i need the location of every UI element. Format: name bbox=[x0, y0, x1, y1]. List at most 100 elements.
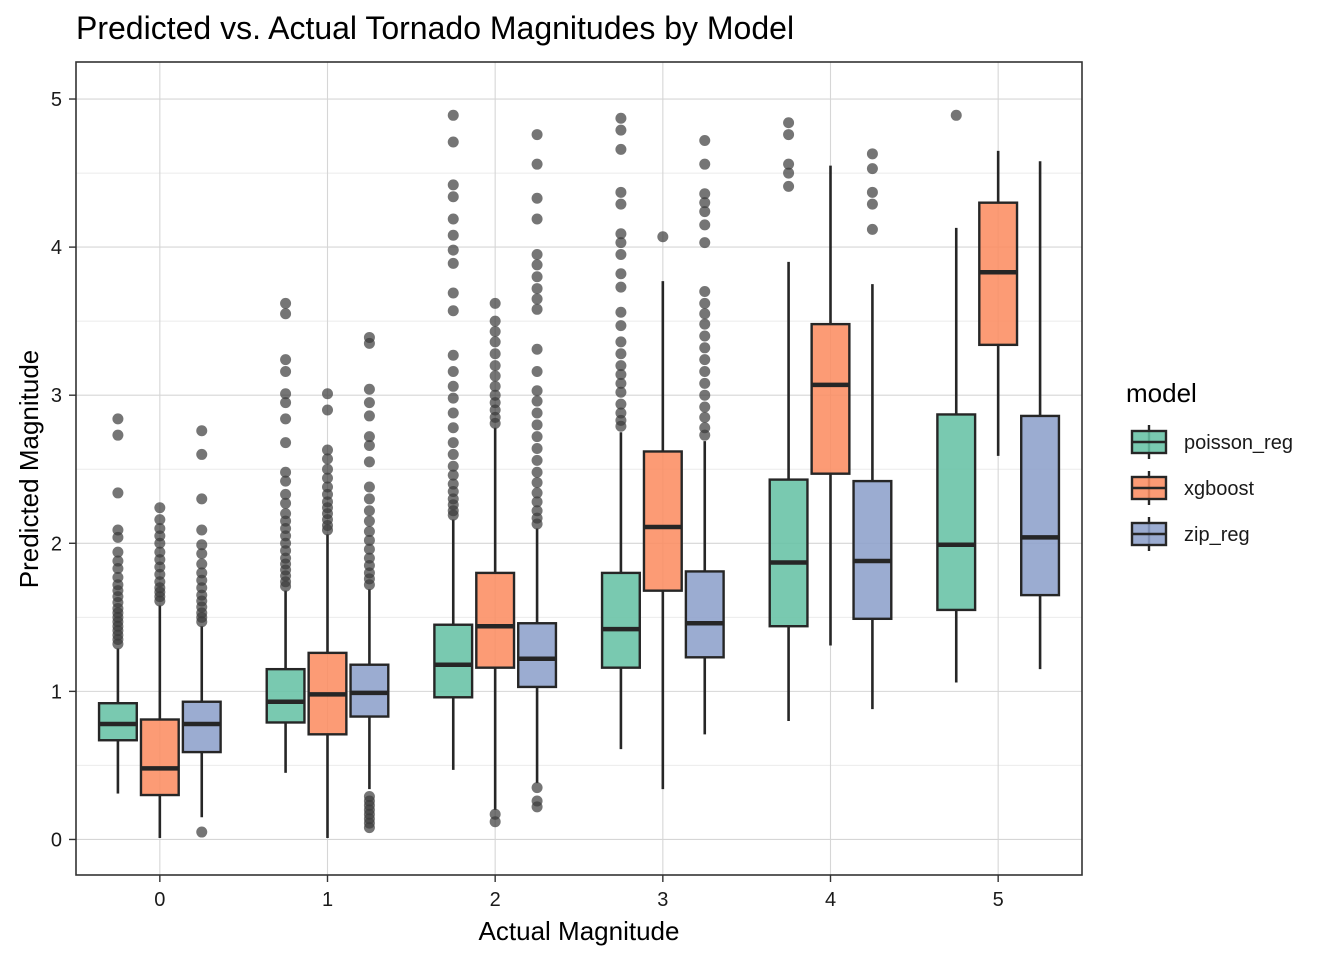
outlier-point bbox=[447, 366, 459, 378]
outlier-point bbox=[363, 397, 375, 409]
outlier-point bbox=[112, 429, 124, 441]
outlier-point bbox=[699, 330, 711, 342]
box-body bbox=[852, 479, 893, 621]
box-body bbox=[433, 623, 474, 699]
outlier-point bbox=[699, 422, 711, 434]
outlier-point bbox=[615, 268, 627, 280]
outlier-point bbox=[866, 148, 878, 160]
outlier-point bbox=[531, 477, 543, 489]
outlier-point bbox=[280, 397, 292, 409]
outlier-point bbox=[363, 525, 375, 537]
outlier-point bbox=[699, 401, 711, 413]
grid-layer bbox=[76, 62, 1082, 875]
box-poisson_reg-mag-4 bbox=[768, 117, 809, 721]
outlier-point bbox=[196, 558, 208, 570]
outlier-point bbox=[699, 158, 711, 170]
outlier-point bbox=[783, 180, 795, 192]
outlier-point bbox=[699, 411, 711, 423]
outlier-point bbox=[196, 493, 208, 505]
outlier-point bbox=[950, 109, 962, 121]
outlier-point bbox=[699, 342, 711, 354]
outlier-point bbox=[280, 497, 292, 509]
outlier-point bbox=[112, 546, 124, 558]
outlier-point bbox=[154, 514, 166, 526]
panel-border bbox=[75, 61, 1083, 876]
y-tick-label: 3 bbox=[51, 385, 62, 407]
outlier-point bbox=[280, 437, 292, 449]
box-zip_reg-mag-3 bbox=[684, 134, 725, 735]
outlier-point bbox=[112, 524, 124, 536]
outlier-point bbox=[615, 398, 627, 410]
box-layer bbox=[97, 109, 1061, 838]
outlier-point bbox=[531, 366, 543, 378]
outlier-point bbox=[196, 448, 208, 460]
box-xgboost-mag-0 bbox=[139, 502, 180, 838]
outlier-point bbox=[699, 377, 711, 389]
box-zip_reg-mag-1 bbox=[349, 331, 390, 834]
outlier-point bbox=[866, 223, 878, 235]
box-body bbox=[684, 570, 725, 659]
outlier-point bbox=[196, 826, 208, 838]
outlier-point bbox=[699, 389, 711, 401]
outlier-point bbox=[699, 206, 711, 218]
outlier-point bbox=[447, 349, 459, 361]
outlier-point bbox=[196, 524, 208, 536]
outlier-point bbox=[531, 487, 543, 499]
outlier-point bbox=[322, 463, 333, 475]
outlier-point bbox=[322, 472, 333, 484]
legend-title: model bbox=[1126, 378, 1197, 408]
outlier-point bbox=[447, 191, 459, 203]
outlier-point bbox=[447, 448, 459, 460]
outlier-point bbox=[615, 143, 627, 155]
outlier-point bbox=[531, 271, 543, 283]
outlier-point bbox=[866, 163, 878, 175]
outlier-point bbox=[280, 413, 292, 425]
box-body bbox=[517, 622, 558, 689]
outlier-point bbox=[531, 283, 543, 295]
outlier-point bbox=[447, 392, 459, 404]
outlier-point bbox=[699, 286, 711, 298]
x-axis-title: Actual Magnitude bbox=[479, 916, 680, 946]
outlier-point bbox=[363, 440, 375, 452]
outlier-point bbox=[363, 515, 375, 527]
outlier-point bbox=[489, 348, 501, 360]
outlier-point bbox=[280, 297, 292, 309]
box-xgboost-mag-3 bbox=[642, 231, 683, 790]
outlier-point bbox=[489, 389, 501, 401]
box-body bbox=[181, 700, 222, 754]
outlier-point bbox=[322, 453, 333, 465]
outlier-point bbox=[363, 410, 375, 422]
outlier-point bbox=[447, 380, 459, 392]
y-tick-label: 5 bbox=[51, 89, 62, 111]
x-tick-label: 3 bbox=[657, 889, 668, 911]
outlier-point bbox=[615, 281, 627, 293]
box-poisson_reg-mag-0 bbox=[97, 413, 138, 794]
outlier-point bbox=[280, 366, 292, 378]
box-zip_reg-mag-2 bbox=[517, 129, 558, 813]
outlier-point bbox=[531, 795, 543, 807]
outlier-point bbox=[447, 469, 459, 481]
outlier-point bbox=[531, 385, 543, 397]
outlier-point bbox=[531, 466, 543, 478]
outlier-point bbox=[280, 488, 292, 500]
outlier-point bbox=[489, 380, 501, 392]
box-body bbox=[810, 322, 851, 475]
y-axis-title: Predicted Magnitude bbox=[14, 350, 44, 588]
outlier-point bbox=[615, 407, 627, 419]
legend-item-zip_reg: zip_reg bbox=[1130, 517, 1250, 551]
outlier-point bbox=[699, 188, 711, 200]
outlier-point bbox=[447, 229, 459, 241]
outlier-point bbox=[112, 555, 124, 567]
outlier-point bbox=[531, 293, 543, 305]
outlier-point bbox=[531, 395, 543, 407]
y-tick-label: 4 bbox=[51, 237, 62, 259]
outlier-point bbox=[531, 454, 543, 466]
outlier-point bbox=[447, 478, 459, 490]
y-tick-label: 0 bbox=[51, 829, 62, 851]
outlier-point bbox=[112, 571, 124, 583]
outlier-point bbox=[363, 493, 375, 505]
outlier-point bbox=[615, 249, 627, 261]
outlier-point bbox=[531, 129, 543, 141]
outlier-point bbox=[531, 259, 543, 271]
outlier-point bbox=[531, 407, 543, 419]
